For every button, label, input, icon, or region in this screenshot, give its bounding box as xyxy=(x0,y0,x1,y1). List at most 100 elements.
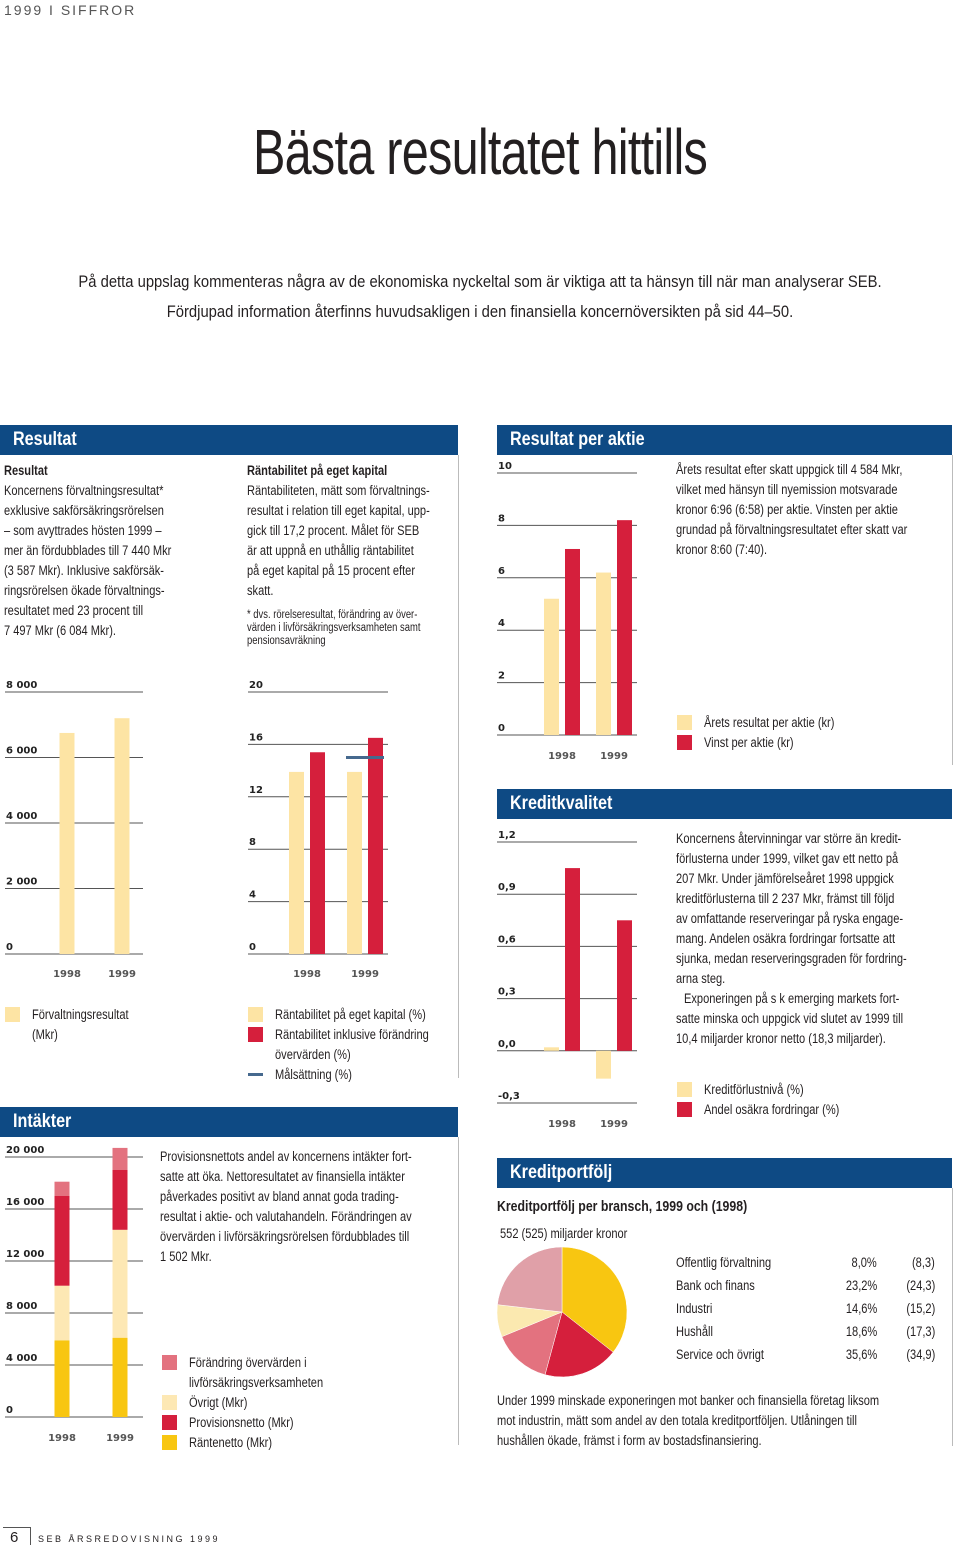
text-line: är att uppnå en uthållig räntabilitet xyxy=(247,543,414,558)
footnote-line: värden i livförsäkringsverksamheten samt xyxy=(247,622,421,634)
text-line: skatt. xyxy=(247,583,274,598)
legend-label: Räntenetto (Mkr) xyxy=(189,1435,273,1450)
footnote-line: * dvs. rörelseresultat, förändring av öv… xyxy=(247,609,418,621)
text-line: hushållen ökade, främst i form av bostad… xyxy=(497,1433,762,1448)
text-line: mang. Andelen osäkra fordringar fortsatt… xyxy=(676,931,896,946)
legend: Årets resultat per aktie (kr) Vinst per a… xyxy=(677,713,960,753)
text-line: 1 502 Mkr. xyxy=(160,1249,212,1264)
row-value: 14,6% xyxy=(845,1301,877,1316)
legend-swatch xyxy=(248,1027,263,1042)
legend-swatch xyxy=(677,735,692,750)
heading-text: Resultat per aktie xyxy=(510,429,645,450)
legend-entry: Övrigt (Mkr) xyxy=(162,1393,384,1413)
page-title: Bästa resultatet hittills xyxy=(252,116,708,188)
legend-entry: Räntabilitet inklusive förändring övervä… xyxy=(248,1025,490,1065)
y-tick-label: 8 xyxy=(498,513,505,524)
y-tick-label: 0,6 xyxy=(498,934,516,945)
legend-label: Räntabilitet på eget kapital (%) xyxy=(275,1007,426,1022)
bar xyxy=(368,737,383,954)
section-heading: Intäkter xyxy=(0,1107,458,1137)
row-label: Hushåll xyxy=(676,1324,713,1339)
legend-entry: Provisionsnetto (Mkr) xyxy=(162,1413,384,1433)
legend-swatch xyxy=(162,1355,177,1370)
y-tick-label: 0,9 xyxy=(498,882,516,893)
bar-segment xyxy=(54,1196,70,1286)
legend-label: Förvaltningsresultat (Mkr) xyxy=(32,1007,129,1042)
bar xyxy=(565,868,580,1051)
publication: SEB ÅRSREDOVISNING 1999 xyxy=(38,1534,221,1544)
y-tick-label: 12 000 xyxy=(6,1249,44,1260)
y-tick-label: 0,3 xyxy=(498,987,516,998)
bar-segment xyxy=(54,1285,70,1341)
text-line: 207 Mkr. Under jämförelseåret 1998 uppgi… xyxy=(676,871,894,886)
rule xyxy=(458,1137,459,1445)
bar-segment xyxy=(112,1170,128,1230)
legend: Räntabilitet på eget kapital (%) Räntabil… xyxy=(248,1005,490,1085)
text-line: kreditförlusterna till 2 237 Mkr, främst… xyxy=(676,891,895,906)
heading-text: Kreditkvalitet xyxy=(510,793,613,814)
bar xyxy=(596,572,611,735)
text-line: resultat i relation till eget kapital, u… xyxy=(247,503,430,518)
legend-swatch xyxy=(162,1415,177,1430)
x-tick-label: 1999 xyxy=(600,751,628,762)
x-tick-label: 1999 xyxy=(106,1433,134,1444)
y-tick-label: 8 000 xyxy=(6,680,37,691)
text-line: kronor 8:60 (7:40). xyxy=(676,542,768,557)
column-title: Resultat xyxy=(4,463,48,478)
y-tick-label: 2 000 xyxy=(6,877,37,888)
text-line: påverkades positivt av bland annat goda … xyxy=(160,1189,399,1204)
legend-entry: Årets resultat per aktie (kr) xyxy=(677,713,960,733)
column-title: Räntabilitet på eget kapital xyxy=(247,463,388,478)
bar xyxy=(565,548,580,735)
y-tick-label: 0 xyxy=(6,942,13,953)
row-label: Bank och finans xyxy=(676,1278,755,1293)
legend-label: Övrigt (Mkr) xyxy=(189,1395,248,1410)
rule xyxy=(952,1188,953,1446)
bar xyxy=(617,920,632,1051)
y-tick-label: 0,0 xyxy=(498,1039,516,1050)
legend-swatch xyxy=(677,1102,692,1117)
legend-swatch xyxy=(5,1007,20,1022)
footnote-line: pensionsavräkning xyxy=(247,635,326,647)
section-label: 1999 I SIFFROR xyxy=(4,2,137,18)
y-tick-label: 0 xyxy=(6,1405,13,1416)
text-line: på eget kapital på 15 procent efter xyxy=(247,563,416,578)
page-number: 6 xyxy=(10,1529,19,1545)
row-value-previous: (34,9) xyxy=(906,1347,935,1362)
text-line: Räntabiliteten, mätt som förvaltnings- xyxy=(247,483,430,498)
legend: Förvaltningsresultat (Mkr) xyxy=(5,1005,182,1045)
text-line: exklusive sakförsäkringsrörelsen xyxy=(4,503,164,518)
legend-entry: Förvaltningsresultat (Mkr) xyxy=(5,1005,182,1045)
rule xyxy=(952,455,953,765)
y-tick-label: 4 000 xyxy=(6,1353,37,1364)
y-tick-label: 8 xyxy=(249,837,256,848)
row-value: 8,0% xyxy=(851,1255,877,1270)
bar xyxy=(544,598,559,735)
text-line: Under 1999 minskade exponeringen mot ban… xyxy=(497,1393,880,1408)
text-line: 7 497 Mkr (6 084 Mkr). xyxy=(4,623,116,638)
section-heading: Resultat xyxy=(0,425,458,455)
pie-slice xyxy=(497,1246,563,1313)
y-tick-label: 0 xyxy=(249,942,256,953)
text-line: gick till 17,2 procent. Målet för SEB xyxy=(247,523,420,538)
bar xyxy=(617,520,632,735)
bar-segment xyxy=(112,1229,128,1338)
chart-subtitle: 552 (525) miljarder kronor xyxy=(500,1226,628,1241)
bar xyxy=(59,732,75,954)
footer-rule xyxy=(3,1527,31,1528)
bar xyxy=(596,1050,611,1079)
row-label: Offentlig förvaltning xyxy=(676,1255,772,1270)
row-value-previous: (17,3) xyxy=(906,1324,935,1339)
bar-segment xyxy=(112,1337,128,1417)
row-value-previous: (8,3) xyxy=(912,1255,935,1270)
legend-label: Kreditförlustnivå (%) xyxy=(704,1082,804,1097)
text-line: av omfattande reserveringar på ryska eng… xyxy=(676,911,904,926)
legend: Förändring övervärden i livförsäkringsve… xyxy=(162,1353,384,1453)
text-line: arna steg. xyxy=(676,971,726,986)
legend-entry: Kreditförlustnivå (%) xyxy=(677,1080,960,1100)
bar xyxy=(544,1047,559,1051)
y-tick-label: 6 xyxy=(498,566,505,577)
x-tick-label: 1998 xyxy=(293,969,321,980)
